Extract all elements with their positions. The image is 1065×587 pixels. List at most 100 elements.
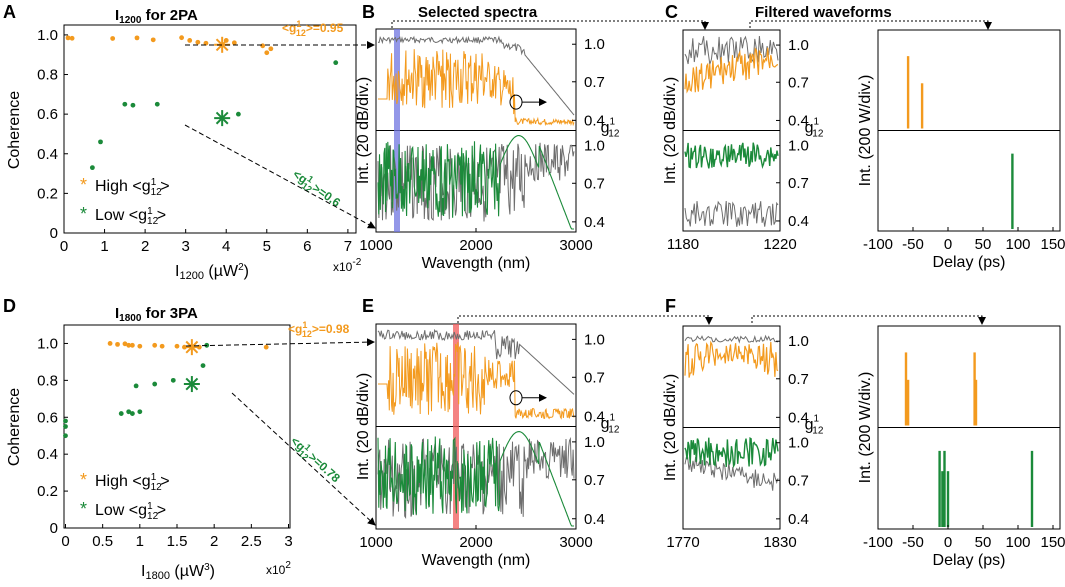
panel-a-ytick-label: 0.8 [37, 67, 58, 84]
panel-c-waveforms-ylabel: Int. (200 W/div.) [857, 75, 874, 187]
panel-d-ytick-label: 0.6 [37, 409, 58, 426]
panel-c-waveforms-xtick-label: -50 [902, 236, 924, 253]
panel-d-frame [63, 324, 291, 529]
panel-a-point-high [203, 40, 209, 46]
panel-f-waveforms-top-pulse [906, 379, 910, 426]
panel-a-point-low [89, 165, 95, 171]
panel-d-xtick-label: 2 [210, 533, 218, 550]
panel-f-top-rtick-label: 1.0 [788, 333, 809, 350]
panel-b-bottom-right-axis: 1.0 0.7 0.4 [572, 138, 605, 231]
panel-a-highlight-low-stroke [215, 111, 229, 125]
panel-f-bottom-spectrum-trace [684, 436, 779, 469]
panel-c-top-right-axis: 1.0 0.7 0.4g1 12 [776, 37, 824, 140]
panel-e-top-right-label: g1 12 [601, 413, 620, 436]
panel-d-point-low [63, 418, 68, 424]
panel-d-point-high [137, 343, 143, 349]
panel-c-bottom-spectrum-trace [684, 142, 779, 170]
annotation-d-high: <g1 12>=0.98 [288, 320, 350, 339]
legend-low-marker: * [80, 204, 87, 224]
panel-d-xtick-label: 2.5 [241, 533, 262, 550]
panel-d-xtick-label: 3 [284, 533, 292, 550]
panel-a-point-high [110, 36, 116, 41]
panel-e-bottom-rtick-label: 1.0 [584, 434, 605, 451]
panel-c-waveforms-xtick-label: -100 [863, 236, 893, 253]
panel-d-xlabel: I1800 (µW3) [141, 562, 215, 582]
panel-label-a: A [3, 2, 16, 22]
panel-d-highlight-high [183, 339, 200, 356]
panel-d-point-low [129, 411, 135, 416]
panel-f-waveforms-bottom-pulse [938, 450, 941, 527]
panel-a-xtick-label: 5 [263, 238, 271, 255]
panel-e-top-spectrum-trace [378, 342, 575, 420]
panel-a-point-high [69, 35, 75, 41]
panel-f-top-rtick-label: 0.7 [788, 371, 809, 388]
panel-d-point-high [159, 343, 165, 349]
panel-label-e: E [362, 296, 374, 316]
panel-a-point-high [268, 46, 274, 52]
panel-b-top-right-axis: 1.0 0.7 0.4g1 12 [572, 36, 620, 140]
panel-a-point-low [235, 111, 241, 117]
panel-d-point-low [152, 381, 158, 387]
panel-c-waveforms-bottom-pulse [1011, 153, 1014, 229]
panel-b-bottom-rtick-label: 0.4 [584, 214, 605, 231]
panel-b-xtick-label: 1000 [359, 237, 392, 254]
panel-b-xlabel: Wavength (nm) [422, 255, 531, 272]
panel-d-ylabel: Coherence [6, 388, 23, 466]
panel-a-point-high [195, 39, 201, 45]
panel-a-highlight-low [214, 110, 231, 127]
panel-a-point-high [150, 37, 156, 43]
legend-high-marker: * [80, 470, 87, 490]
panel-b-bottom-rtick-label: 1.0 [584, 138, 605, 155]
panel-d-point-low [118, 411, 124, 416]
panel-c-top-coherence-trace [684, 35, 779, 65]
panel-b-ylabel: Int. (20 dB/div.) [355, 77, 372, 184]
panel-f-bottom-rtick-label: 0.4 [788, 511, 809, 528]
panel-a-point-low [130, 102, 136, 108]
legend-low-label: Low <g121 > [95, 206, 166, 227]
panel-f-ylabel: Int. (20 dB/div.) [662, 374, 679, 481]
panel-a-point-high [264, 50, 270, 56]
panel-label-d: D [3, 296, 16, 316]
panel-f-waveforms-bottom-pulse [1030, 450, 1034, 527]
panel-e-coherence-marker [509, 390, 523, 406]
panel-a-point-high [65, 35, 71, 41]
panel-a-point-low [98, 139, 103, 145]
panel-a-xlabel: I1200 (µW2) [175, 262, 249, 282]
panel-f-waveforms-xtick-label: 100 [1005, 534, 1030, 551]
panel-a-ylabel: Coherence [6, 91, 23, 169]
panel-b-bottom-rtick-label: 0.7 [584, 175, 605, 192]
panel-a-xtick-label: 1 [100, 238, 108, 255]
panel-f-waveforms-bottom-pulse [941, 471, 944, 527]
panel-d-ytick-label: 0.4 [37, 446, 58, 463]
panel-c-top-spectrum-trace [684, 47, 779, 94]
panel-d-point-low [63, 424, 68, 429]
panel-e-ylabel: Int. (20 dB/div.) [355, 373, 372, 480]
panel-f-waveforms-xtick-label: -50 [902, 534, 924, 551]
panel-e-xlabel: Wavength (nm) [422, 552, 531, 569]
panel-a-ytick-label: 0 [50, 225, 58, 242]
panel-a-ytick-label: 0.6 [37, 106, 58, 123]
panel-d-ytick-label: 0.2 [37, 483, 58, 500]
panel-a-frame [63, 24, 357, 234]
panel-f-waveforms-top-pulse [973, 352, 976, 426]
panel-a-legend: * High <g121 > * Low <g121 > [80, 175, 170, 227]
panel-b-top-spectrum-trace [378, 49, 575, 127]
panel-d-xtick-label: 0 [61, 533, 69, 550]
panel-e-top-rtick-label: 0.7 [584, 369, 605, 386]
panel-c-bottom-right-axis: 1.0 0.7 0.4 [776, 138, 809, 230]
panel-a-xtick-label: 2 [141, 238, 149, 255]
panel-e-bottom-rtick-label: 0.7 [584, 472, 605, 489]
panel-d-point-low [133, 383, 139, 389]
panel-b-xtick-label: 3000 [559, 237, 592, 254]
panel-c-top-right-label: g1 12 [805, 117, 824, 140]
legend-high-label: High <g121 > [95, 472, 170, 493]
panel-d-xtick-label: 0.5 [92, 533, 113, 550]
panel-a-xscale: x10-2 [333, 257, 362, 274]
panel-e-bottom-right-axis: 1.0 0.7 0.4 [572, 434, 605, 528]
panel-d-point-high [126, 342, 132, 348]
panel-c-ylabel: Int. (20 dB/div.) [662, 77, 679, 184]
panel-b-top-coherence-trace [377, 35, 575, 116]
panel-a-ytick-label: 0.4 [37, 146, 58, 163]
